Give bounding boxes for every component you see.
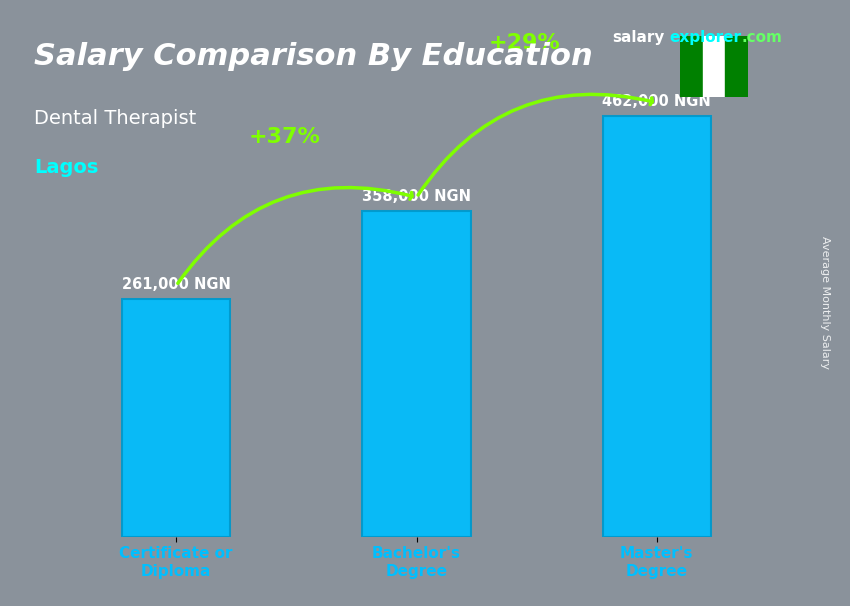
Bar <box>603 116 711 537</box>
Text: 462,000 NGN: 462,000 NGN <box>603 94 711 109</box>
Text: +37%: +37% <box>248 127 320 147</box>
Bar <box>703 36 725 97</box>
Text: .com: .com <box>741 30 782 45</box>
Bar <box>362 211 471 537</box>
Text: Lagos: Lagos <box>34 158 99 176</box>
Text: explorer: explorer <box>670 30 742 45</box>
Text: +29%: +29% <box>489 33 560 53</box>
Text: 261,000 NGN: 261,000 NGN <box>122 277 230 292</box>
Bar <box>725 36 748 97</box>
Text: Dental Therapist: Dental Therapist <box>34 109 196 128</box>
Bar <box>122 299 230 537</box>
Text: Salary Comparison By Education: Salary Comparison By Education <box>34 42 592 72</box>
Text: 358,000 NGN: 358,000 NGN <box>362 188 471 204</box>
Text: Average Monthly Salary: Average Monthly Salary <box>819 236 830 370</box>
Text: salary: salary <box>612 30 665 45</box>
Bar <box>680 36 703 97</box>
